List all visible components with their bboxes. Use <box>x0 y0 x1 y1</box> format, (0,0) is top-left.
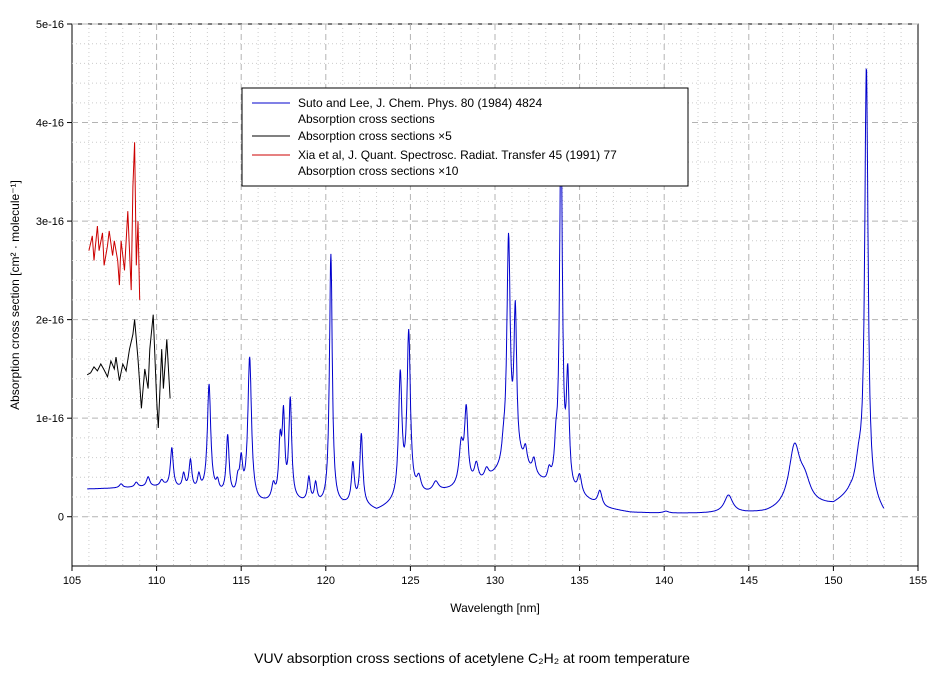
y-tick-label: 4e-16 <box>36 118 64 130</box>
x-tick-label: 155 <box>909 575 927 587</box>
legend-label-series-2: Absorption cross sections ×5 <box>298 129 452 143</box>
x-tick-label: 140 <box>655 575 673 587</box>
y-tick-label: 3e-16 <box>36 216 64 228</box>
x-tick-label: 110 <box>148 575 166 587</box>
x-tick-label: 105 <box>63 575 81 587</box>
legend-sublabel-series-3: Absorption cross sections ×10 <box>298 164 459 178</box>
legend-sublabel-series-1: Absorption cross sections <box>298 112 435 126</box>
y-axis-label: Absorption cross section [cm² · molecule… <box>8 180 22 410</box>
x-axis: 105 110 115 120 125 130 135 140 145 150 155 <box>63 566 927 587</box>
legend-label-series-3: Xia et al, J. Quant. Spectrosc. Radiat. … <box>298 148 617 162</box>
x-tick-label: 115 <box>232 575 250 587</box>
legend: Suto and Lee, J. Chem. Phys. 80 (1984) 4… <box>241 87 689 187</box>
x-tick-label: 135 <box>570 575 588 587</box>
series-3-line <box>88 142 141 300</box>
legend-box <box>241 87 689 187</box>
y-axis: 0 1e-16 2e-16 3e-16 4e-16 5e-16 <box>36 19 72 524</box>
x-tick-label: 130 <box>486 575 504 587</box>
y-tick-label: 2e-16 <box>36 315 64 327</box>
y-tick-label: 5e-16 <box>36 19 64 31</box>
series-1-line <box>87 67 885 514</box>
y-tick-label: 1e-16 <box>36 413 64 425</box>
x-tick-label: 120 <box>317 575 335 587</box>
y-tick-label: 0 <box>58 512 64 524</box>
x-tick-label: 145 <box>740 575 758 587</box>
figure-caption: VUV absorption cross sections of acetyle… <box>254 650 690 666</box>
series-lines <box>86 67 885 514</box>
legend-label-series-1: Suto and Lee, J. Chem. Phys. 80 (1984) 4… <box>298 96 542 110</box>
series-2-line <box>86 314 171 429</box>
x-tick-label: 150 <box>824 575 842 587</box>
x-tick-label: 125 <box>401 575 419 587</box>
x-axis-label: Wavelength [nm] <box>450 601 540 615</box>
